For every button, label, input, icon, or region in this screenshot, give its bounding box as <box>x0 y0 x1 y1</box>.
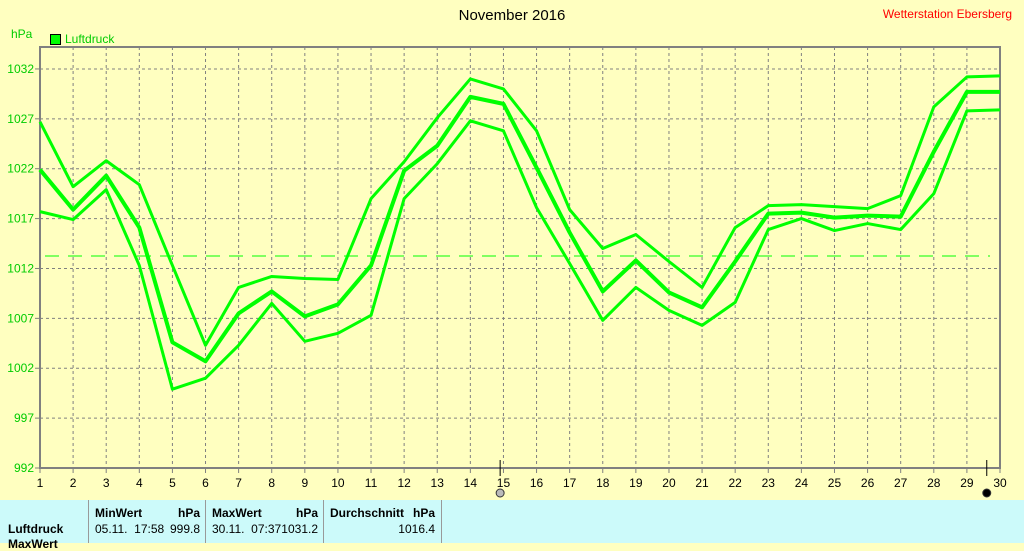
avg-header: Durchschnitt <box>330 506 405 520</box>
x-tick-label: 16 <box>530 476 544 490</box>
x-tick-label: 15 <box>497 476 511 490</box>
x-tick-label: 2 <box>70 476 77 490</box>
y-tick-label: 1027 <box>7 112 34 126</box>
y-tick-label: 1022 <box>7 162 34 176</box>
plot-frame <box>39 46 1001 469</box>
x-tick-label: 9 <box>301 476 308 490</box>
max-column: MaxWert hPa 30.11. 07:37 1031.2 <box>205 500 324 543</box>
series-line-mittel <box>38 89 1000 364</box>
x-tick-label: 17 <box>563 476 577 490</box>
x-tick-label: 26 <box>861 476 875 490</box>
x-tick-label: 10 <box>331 476 345 490</box>
min-date: 05.11. 17:58 <box>95 522 165 536</box>
x-tick-label: 29 <box>960 476 974 490</box>
min-header: MinWert <box>95 506 143 520</box>
x-tick-label: 1 <box>37 476 44 490</box>
chart-area: 1 2 3 4 5 6 7 8 9 10 11 12 13 14 15 16 17 18 19 20 21 22 23 24 2… <box>7 7 1012 498</box>
x-tick-label: 24 <box>795 476 809 490</box>
y-tick-label: 1007 <box>7 311 34 325</box>
x-tick-label: 14 <box>464 476 478 490</box>
y-axis-unit: hPa <box>11 27 33 41</box>
x-tick-label: 11 <box>365 476 378 490</box>
x-tick-label: 27 <box>894 476 908 490</box>
x-tick-label: 28 <box>927 476 941 490</box>
y-tick-label: 997 <box>14 411 34 425</box>
series-line-max <box>38 74 1001 347</box>
stats-panel: Luftdruck MaxWert MinWert hPa 05.11. 17:… <box>0 500 1024 551</box>
station-name: Wetterstation Ebersberg <box>882 7 1012 21</box>
max-header: MaxWert <box>212 506 262 520</box>
max-value: 1031.2 <box>281 522 318 536</box>
min-unit: hPa <box>177 506 200 520</box>
series-line-min <box>39 108 1001 391</box>
marker-circle <box>982 488 992 498</box>
x-tick-label: 25 <box>828 476 842 490</box>
x-tick-label: 3 <box>103 476 110 490</box>
y-tick-label: 1002 <box>7 361 34 375</box>
y-tick-label: 1032 <box>7 62 34 76</box>
x-tick-label: 6 <box>202 476 209 490</box>
x-tick-label: 8 <box>268 476 275 490</box>
x-tick-label: 5 <box>169 476 176 490</box>
max-unit: hPa <box>295 506 318 520</box>
legend-swatch <box>50 33 61 45</box>
x-tick-label: 13 <box>431 476 445 490</box>
row-label: Luftdruck <box>8 522 64 536</box>
x-tick-label: 23 <box>762 476 776 490</box>
avg-value: 1016.4 <box>398 522 435 536</box>
x-tick-label: 19 <box>629 476 643 490</box>
x-tick-label: 18 <box>596 476 610 490</box>
row-label-2: MaxWert <box>8 537 58 551</box>
y-tick-label: 992 <box>14 461 34 475</box>
pressure-chart: 1 2 3 4 5 6 7 8 9 10 11 12 13 14 15 16 17 18 19 20 21 22 23 24 2… <box>7 46 1007 498</box>
x-tick-label: 4 <box>136 476 143 490</box>
x-tick-label: 30 <box>993 476 1007 490</box>
marker-circle <box>495 488 505 498</box>
x-tick-label: 7 <box>235 476 242 490</box>
chart-title: November 2016 <box>458 7 566 24</box>
x-tick-label: 22 <box>728 476 742 490</box>
y-tick-label: 1017 <box>7 212 34 226</box>
y-tick-label: 1012 <box>7 261 34 275</box>
avg-unit: hPa <box>412 506 435 520</box>
avg-column: Durchschnitt hPa 1016.4 <box>323 500 442 543</box>
min-value: 999.8 <box>169 522 200 536</box>
min-column: MinWert hPa 05.11. 17:58 999.8 <box>88 500 206 543</box>
legend: Luftdruck <box>50 32 114 46</box>
x-tick-label: 12 <box>397 476 411 490</box>
x-tick-label: 21 <box>695 476 709 490</box>
x-tick-label: 20 <box>662 476 676 490</box>
max-date: 30.11. 07:37 <box>212 522 282 536</box>
legend-label: Luftdruck <box>65 32 115 46</box>
